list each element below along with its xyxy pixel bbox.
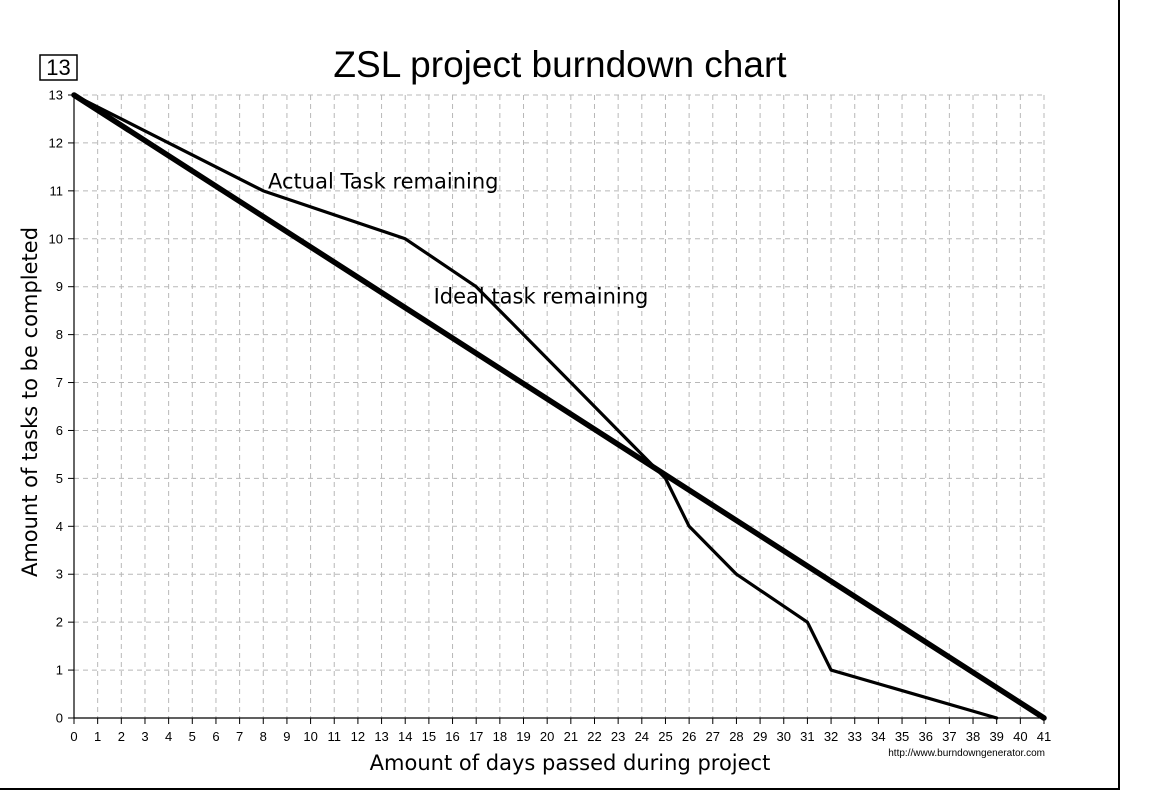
series-annotations: Actual Task remaining Ideal task remainin…: [268, 169, 648, 308]
x-tick-label: 1: [94, 729, 101, 744]
x-tick-label: 14: [398, 729, 412, 744]
x-tick-label: 17: [469, 729, 483, 744]
x-tick-label: 27: [706, 729, 720, 744]
y-tick-label: 5: [56, 471, 63, 486]
y-axis-label: Amount of tasks to be completed: [18, 227, 42, 577]
badge-number: 13: [46, 55, 70, 80]
badge-box: [39, 54, 78, 81]
x-tick-label: 30: [777, 729, 791, 744]
x-tick-label: 23: [611, 729, 625, 744]
x-tick-label: 11: [327, 729, 341, 744]
y-tick-label: 0: [56, 711, 63, 726]
y-tick-label: 1: [56, 663, 63, 678]
y-tick-label: 10: [49, 231, 63, 246]
chart-frame: [0, 0, 1120, 790]
x-tick-label: 12: [351, 729, 365, 744]
x-tick-label: 9: [283, 729, 290, 744]
x-tick-label: 34: [871, 729, 885, 744]
x-tick-label: 32: [824, 729, 838, 744]
y-tick-label: 7: [56, 375, 63, 390]
y-tick-label: 11: [50, 183, 64, 198]
x-tick-label: 5: [189, 729, 196, 744]
y-tick-label: 6: [56, 423, 63, 438]
x-tick-label: 20: [540, 729, 554, 744]
x-tick-labels: 0 1 2 3 4 5 6 7 8 9 10 11 12 13 14 15 16 17 18 19 20 21 22 23 24…: [70, 718, 1051, 744]
x-tick-label: 15: [422, 729, 436, 744]
y-tick-label: 9: [56, 279, 63, 294]
x-tick-label: 25: [658, 729, 672, 744]
x-tick-label: 16: [445, 729, 459, 744]
y-tick-label: 13: [49, 88, 63, 103]
x-tick-label: 7: [236, 729, 243, 744]
x-tick-label: 8: [260, 729, 267, 744]
credit-url: http://www.burndowngenerator.com: [888, 748, 1045, 759]
x-tick-label: 13: [374, 729, 388, 744]
x-tick-label: 38: [966, 729, 980, 744]
x-tick-label: 26: [682, 729, 696, 744]
x-tick-label: 39: [989, 729, 1003, 744]
grid-lines: [74, 94, 1045, 718]
x-tick-label: 18: [493, 729, 507, 744]
x-tick-label: 37: [942, 729, 956, 744]
x-tick-label: 28: [729, 729, 743, 744]
x-tick-label: 4: [165, 729, 172, 744]
x-tick-label: 31: [800, 729, 814, 744]
y-tick-label: 12: [49, 135, 63, 150]
y-tick-label: 2: [56, 615, 63, 630]
x-tick-label: 6: [212, 729, 219, 744]
x-tick-label: 33: [847, 729, 861, 744]
x-tick-label: 22: [587, 729, 601, 744]
x-tick-label: 24: [635, 729, 649, 744]
y-tick-label: 8: [56, 327, 63, 342]
y-tick-label: 3: [56, 567, 63, 582]
chart-title: ZSL project burndown chart: [333, 44, 787, 85]
axes: [73, 95, 1044, 719]
x-tick-label: 40: [1013, 729, 1027, 744]
actual-series-label: Actual Task remaining: [268, 169, 499, 193]
x-tick-label: 3: [141, 729, 148, 744]
x-tick-label: 19: [516, 729, 530, 744]
x-tick-label: 0: [70, 729, 77, 744]
series-lines: [71, 92, 1047, 721]
x-tick-label: 29: [753, 729, 767, 744]
actual-remaining-line: [72, 93, 999, 720]
x-tick-label: 21: [564, 729, 578, 744]
ideal-remaining-line: [71, 92, 1047, 721]
x-tick-label: 35: [895, 729, 909, 744]
x-tick-label: 41: [1037, 729, 1051, 744]
y-tick-label: 4: [56, 519, 63, 534]
x-tick-label: 10: [303, 729, 317, 744]
x-axis-label: Amount of days passed during project: [370, 751, 771, 775]
x-tick-label: 36: [918, 729, 932, 744]
ideal-series-label: Ideal task remaining: [434, 284, 649, 308]
x-tick-label: 2: [118, 729, 125, 744]
